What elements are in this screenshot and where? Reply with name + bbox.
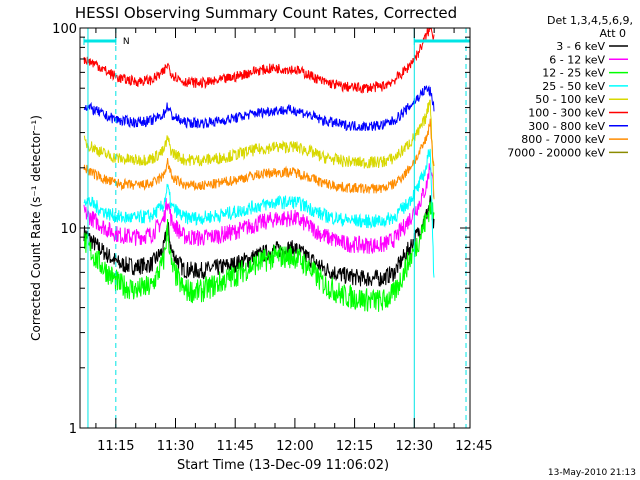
legend-label-6: 100 - 300 keV [528, 107, 605, 120]
x-tick-label-1: 11:15 [97, 439, 134, 454]
legend-label-2: 6 - 12 keV [549, 53, 605, 66]
x-tick-label-5: 12:15 [336, 439, 373, 454]
axes: 1 10 100 11:15 11:30 11:45 12:00 12:15 12:30 12:4… [52, 22, 493, 454]
legend-label-8: 800 - 7000 keV [521, 133, 605, 146]
series-line-2 [83, 163, 435, 254]
x-tick-label-2: 11:30 [157, 439, 194, 454]
series-line-3 [83, 201, 435, 312]
y-axis-label: Corrected Count Rate (s⁻¹ detector⁻¹) [29, 115, 43, 341]
plot-frame [79, 27, 471, 429]
series-7 [83, 84, 435, 132]
plot-area: N [83, 28, 470, 428]
x-tick-label-7: 12:45 [455, 439, 492, 454]
series-5 [83, 99, 435, 200]
legend-label-7: 300 - 800 keV [528, 120, 605, 133]
legend-header-line-1: Det 1,3,4,5,6,9, [547, 14, 633, 27]
legend-label-1: 3 - 6 keV [556, 40, 605, 53]
series-4 [83, 148, 435, 278]
annotation-label: N [123, 37, 130, 47]
series-8 [83, 118, 435, 195]
y-tick-label-1: 1 [69, 422, 77, 437]
series-line-6 [83, 28, 435, 94]
y-tick-label-2: 10 [60, 222, 77, 237]
legend-label-4: 25 - 50 keV [542, 80, 605, 93]
x-tick-label-6: 12:30 [396, 439, 433, 454]
series-line-5 [83, 99, 435, 200]
series-1 [83, 195, 435, 287]
x-axis-label: Start Time (13-Dec-09 11:06:02) [177, 458, 389, 473]
y-tick-label-3: 100 [52, 22, 77, 37]
legend-label-3: 12 - 25 keV [542, 67, 605, 80]
series-line-8 [83, 118, 435, 195]
x-tick-label-3: 11:45 [216, 439, 253, 454]
series-2 [83, 163, 435, 254]
series-line-1 [83, 195, 435, 287]
x-tick-label-4: 12:00 [276, 439, 313, 454]
legend-label-5: 50 - 100 keV [535, 93, 605, 106]
series-3 [83, 201, 435, 312]
series-6 [83, 28, 435, 94]
series-line-7 [83, 84, 435, 132]
legend-header-line-2: Att 0 [600, 27, 626, 40]
legend-label-9: 7000 - 20000 keV [507, 146, 605, 159]
series-line-4 [83, 148, 435, 278]
timestamp: 13-May-2010 21:13 [548, 468, 636, 478]
chart-title: HESSI Observing Summary Count Rates, Cor… [75, 4, 457, 22]
